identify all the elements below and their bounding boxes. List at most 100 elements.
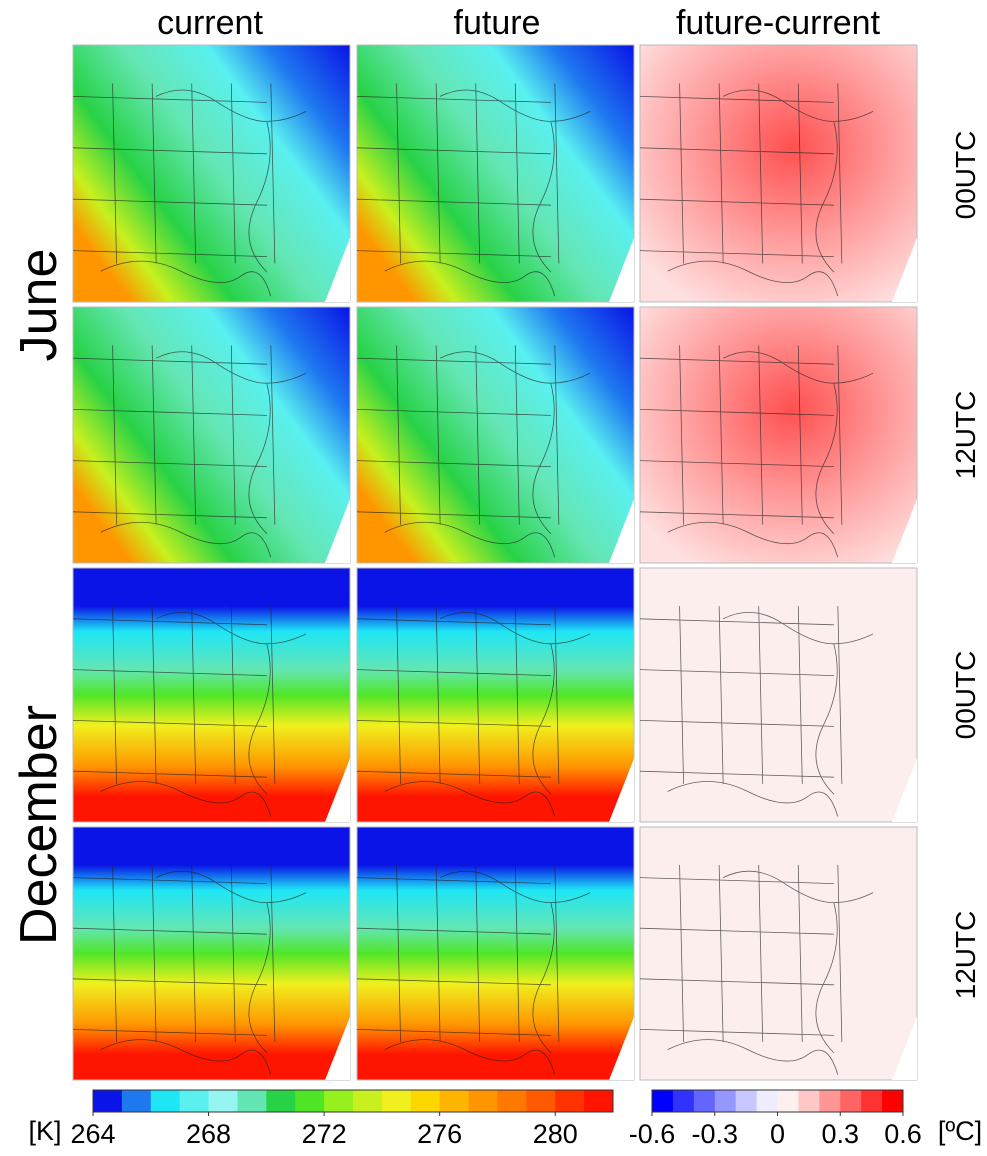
colorbar-tick-label: 280: [533, 1119, 578, 1149]
colorbar-swatch: [410, 1090, 441, 1112]
time-label: 00UTC: [950, 131, 981, 220]
map-borders: [72, 606, 307, 817]
colorbar-swatch: [468, 1090, 498, 1112]
map-panel: [639, 826, 918, 1081]
map-panel: [639, 44, 918, 303]
time-label: 12UTC: [950, 911, 981, 1000]
colorbar-swatch: [735, 1090, 758, 1112]
colorbar-tick-label: 272: [302, 1119, 347, 1149]
map-borders: [356, 83, 591, 297]
colorbar-swatch: [353, 1090, 383, 1112]
colorbar-tick-label: 0: [770, 1119, 785, 1149]
colorbar-swatch: [526, 1090, 556, 1112]
map-field: [356, 826, 635, 1081]
map-borders: [639, 83, 874, 297]
colorbar-swatch: [861, 1090, 883, 1112]
map-field: [639, 306, 918, 564]
map-borders: [639, 864, 874, 1075]
map-field: [72, 567, 351, 823]
ocean-corner: [325, 499, 350, 563]
ocean-corner: [325, 758, 350, 822]
ocean-corner: [892, 499, 917, 563]
colorbar-swatch: [121, 1090, 152, 1112]
colorbar-unit: [K]: [28, 1116, 61, 1146]
map-panel: [356, 44, 635, 303]
map-field: [356, 306, 635, 564]
map-panel: [639, 306, 918, 564]
colorbar-swatch: [295, 1090, 325, 1112]
colorbar-swatch: [584, 1090, 614, 1112]
map-field: [639, 44, 918, 303]
month-label: June: [10, 249, 68, 362]
colorbar-swatch: [652, 1090, 674, 1112]
map-field: [72, 826, 351, 1081]
map-panel: [356, 567, 635, 823]
colorbar-tick-label: -0.6: [629, 1119, 676, 1149]
map-borders: [72, 864, 307, 1075]
colorbar-tick-label: 268: [186, 1119, 231, 1149]
colorbar-tick-label: 0.3: [821, 1119, 859, 1149]
ocean-corner: [609, 237, 634, 302]
colorbar-swatch: [840, 1090, 862, 1112]
colorbar-swatch: [819, 1090, 841, 1112]
month-label: December: [10, 705, 68, 945]
colorbar-tick-label: 0.6: [884, 1119, 922, 1149]
colorbar-tick-label: 276: [417, 1119, 462, 1149]
map-panel: [356, 826, 635, 1081]
map-field: [639, 826, 918, 1081]
colorbar-swatch: [756, 1090, 778, 1112]
ocean-corner: [892, 758, 917, 822]
colorbar-swatch: [555, 1090, 585, 1112]
map-field: [72, 44, 351, 303]
map-borders: [639, 606, 874, 817]
map-panel: [72, 567, 351, 823]
map-borders: [72, 83, 307, 297]
colorbar-swatch: [93, 1090, 123, 1112]
colorbar-swatch: [381, 1090, 412, 1112]
colorbar-tick-label: -0.3: [691, 1119, 738, 1149]
colorbar-swatch: [882, 1090, 904, 1112]
time-label: 12UTC: [950, 391, 981, 480]
map-borders: [639, 345, 874, 558]
colorbar-swatch: [208, 1090, 238, 1112]
colorbars: 264 268 272 276 280 [K] -0.6 -0.3 0 0.3 0.6 [ºC]: [28, 1089, 982, 1149]
map-panels: [72, 44, 918, 1081]
map-panel: [639, 567, 918, 823]
ocean-corner: [892, 237, 917, 302]
map-panel: [72, 826, 351, 1081]
map-borders: [356, 864, 591, 1075]
colorbar-frame: [92, 1089, 614, 1113]
colorbar-swatch: [324, 1090, 354, 1112]
colorbar-swatch: [777, 1090, 799, 1112]
ocean-corner: [609, 499, 634, 563]
column-title: future: [454, 4, 541, 42]
map-field: [356, 567, 635, 823]
colorbar-unit: [ºC]: [938, 1116, 982, 1146]
colorbar-swatch: [266, 1090, 296, 1112]
map-borders: [72, 345, 307, 558]
map-panel: [72, 44, 351, 303]
map-panel: [72, 306, 351, 564]
colorbar-swatch: [693, 1090, 716, 1112]
column-title: future-current: [676, 4, 881, 42]
colorbar-swatch: [439, 1090, 470, 1112]
headers: current future future-current: [157, 4, 881, 42]
map-panel: [356, 306, 635, 564]
map-borders: [356, 345, 591, 558]
map-field: [72, 306, 351, 564]
ocean-corner: [325, 237, 350, 302]
map-field: [639, 567, 918, 823]
map-field: [356, 44, 635, 303]
colorbar-swatch: [150, 1090, 181, 1112]
colorbar-swatch: [237, 1090, 267, 1112]
colorbar-swatch: [672, 1090, 695, 1112]
ocean-corner: [609, 758, 634, 822]
time-label: 00UTC: [950, 651, 981, 740]
column-title: current: [157, 4, 263, 42]
colorbar-tick-label: 264: [70, 1119, 115, 1149]
colorbar-swatch: [798, 1090, 820, 1112]
colorbar-swatch: [179, 1090, 210, 1112]
ocean-corner: [325, 1016, 350, 1080]
colorbar-swatch: [714, 1090, 737, 1112]
